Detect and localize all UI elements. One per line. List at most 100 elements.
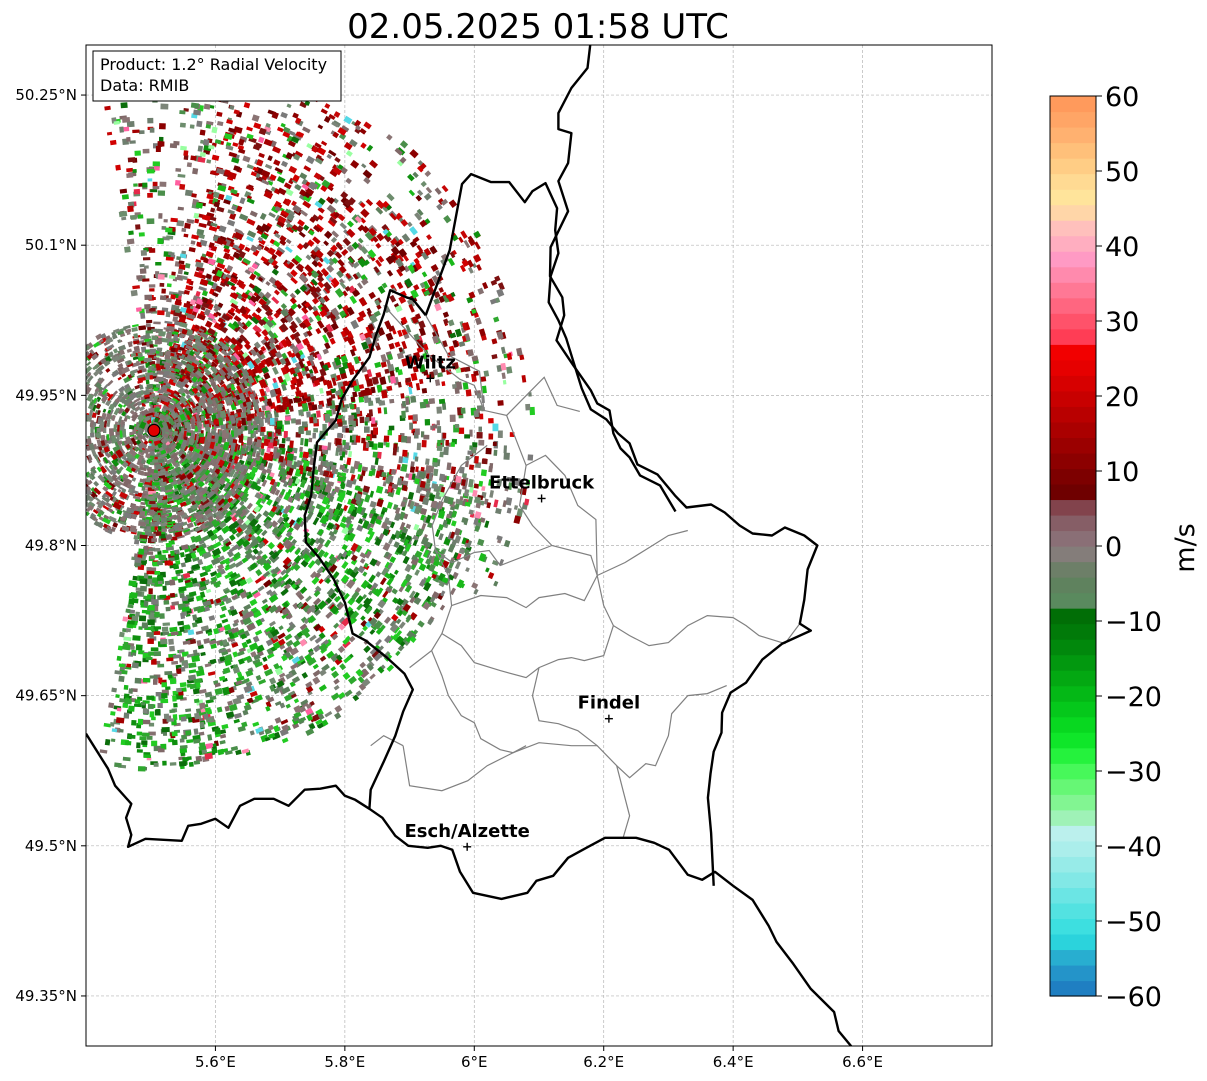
radar-gate (267, 413, 273, 419)
radar-gate (311, 214, 320, 222)
radar-gate (190, 155, 197, 161)
radar-gate (125, 628, 132, 633)
radar-gate (279, 702, 286, 709)
radar-gate (179, 682, 187, 688)
radar-gate (474, 455, 479, 464)
radar-gate (153, 631, 161, 635)
radar-gate (414, 456, 419, 462)
radar-gate (148, 588, 153, 595)
radar-gate (165, 227, 173, 233)
radar-gate (424, 419, 431, 426)
radar-gate (123, 126, 130, 132)
radar-gate (137, 718, 144, 725)
radar-gate (454, 561, 462, 570)
radar-gate (478, 439, 485, 446)
radar-gate (407, 491, 415, 500)
radar-gate (128, 688, 134, 694)
radar-gate (182, 756, 189, 762)
radar-gate (301, 306, 309, 315)
radar-gate (527, 454, 534, 461)
radar-gate (110, 738, 116, 743)
radar-gate (174, 179, 181, 186)
radar-gate (173, 702, 178, 708)
radar-gate (273, 159, 281, 167)
radar-gate (254, 629, 263, 636)
radar-gate (198, 731, 205, 736)
radar-gate (169, 626, 178, 633)
radar-gate (503, 452, 510, 460)
radar-gate (246, 126, 253, 132)
radar-gate (169, 762, 177, 766)
radar-gate (485, 447, 492, 455)
radar-gate (116, 707, 122, 712)
radar-gate (162, 622, 171, 627)
radar-gate (119, 188, 128, 194)
radar-gate (166, 235, 174, 240)
radar-gate (158, 213, 163, 219)
radar-gate (460, 582, 466, 589)
radar-gate (175, 560, 181, 565)
radar-gate (147, 638, 154, 644)
radar-gate (117, 645, 123, 651)
radar-gate (150, 555, 156, 559)
radar-gate (131, 615, 139, 622)
radar-gate (121, 194, 129, 200)
radar-gate (138, 232, 145, 237)
radar-gate (179, 183, 186, 190)
radar-gate (171, 739, 178, 746)
radar-gate (364, 426, 370, 433)
radar-gate (361, 437, 366, 444)
radar-gate (291, 722, 300, 730)
radar-gate (456, 579, 465, 589)
radar-gate (143, 600, 149, 607)
radar-gate (304, 438, 309, 447)
radar-gate (454, 503, 460, 510)
radar-gate (387, 429, 393, 436)
radar-gate (145, 611, 151, 615)
radar-gate (159, 613, 165, 619)
radar-gate (149, 127, 155, 133)
radar-gate (139, 736, 147, 741)
radar-gate (342, 439, 346, 446)
radar-gate (285, 218, 292, 225)
radar-gate (492, 441, 497, 447)
radar-gate (123, 641, 129, 648)
radar-gate (338, 278, 345, 285)
radar-gate (143, 754, 152, 758)
radar-gate (366, 436, 371, 441)
radar-gate (153, 651, 161, 657)
radar-gate (132, 168, 137, 173)
radar-gate (269, 590, 278, 599)
radar-gate (141, 740, 148, 746)
radar-gate (326, 264, 335, 273)
radar-gate (151, 740, 158, 747)
radar-gate (155, 145, 161, 153)
radar-gate (159, 181, 167, 187)
radar-gate (183, 150, 189, 157)
radar-gate (325, 503, 331, 510)
radar-gate (488, 433, 494, 440)
radar-gate (134, 677, 142, 684)
radar-gate (116, 655, 122, 662)
radar-gate (214, 727, 222, 735)
radar-gate (199, 702, 206, 710)
radar-gate (120, 102, 128, 109)
radar-gate (298, 427, 304, 434)
radar-gate (169, 592, 176, 598)
radar-gate (317, 197, 326, 206)
radar-gate (426, 478, 431, 484)
radar-gate (478, 426, 483, 432)
radar-gate (290, 269, 298, 277)
radar-gate (401, 400, 407, 407)
radar-gate (249, 690, 258, 698)
radar-gate (301, 421, 308, 427)
radar-gate (287, 654, 294, 661)
radar-gate (130, 289, 138, 297)
radar-gate (513, 505, 519, 510)
radar-gate (195, 755, 203, 763)
radar-gate (187, 629, 195, 636)
radar-gate (232, 142, 239, 147)
radar-gate (180, 562, 186, 568)
radar-gate (139, 263, 145, 268)
radar-gate (524, 498, 530, 506)
